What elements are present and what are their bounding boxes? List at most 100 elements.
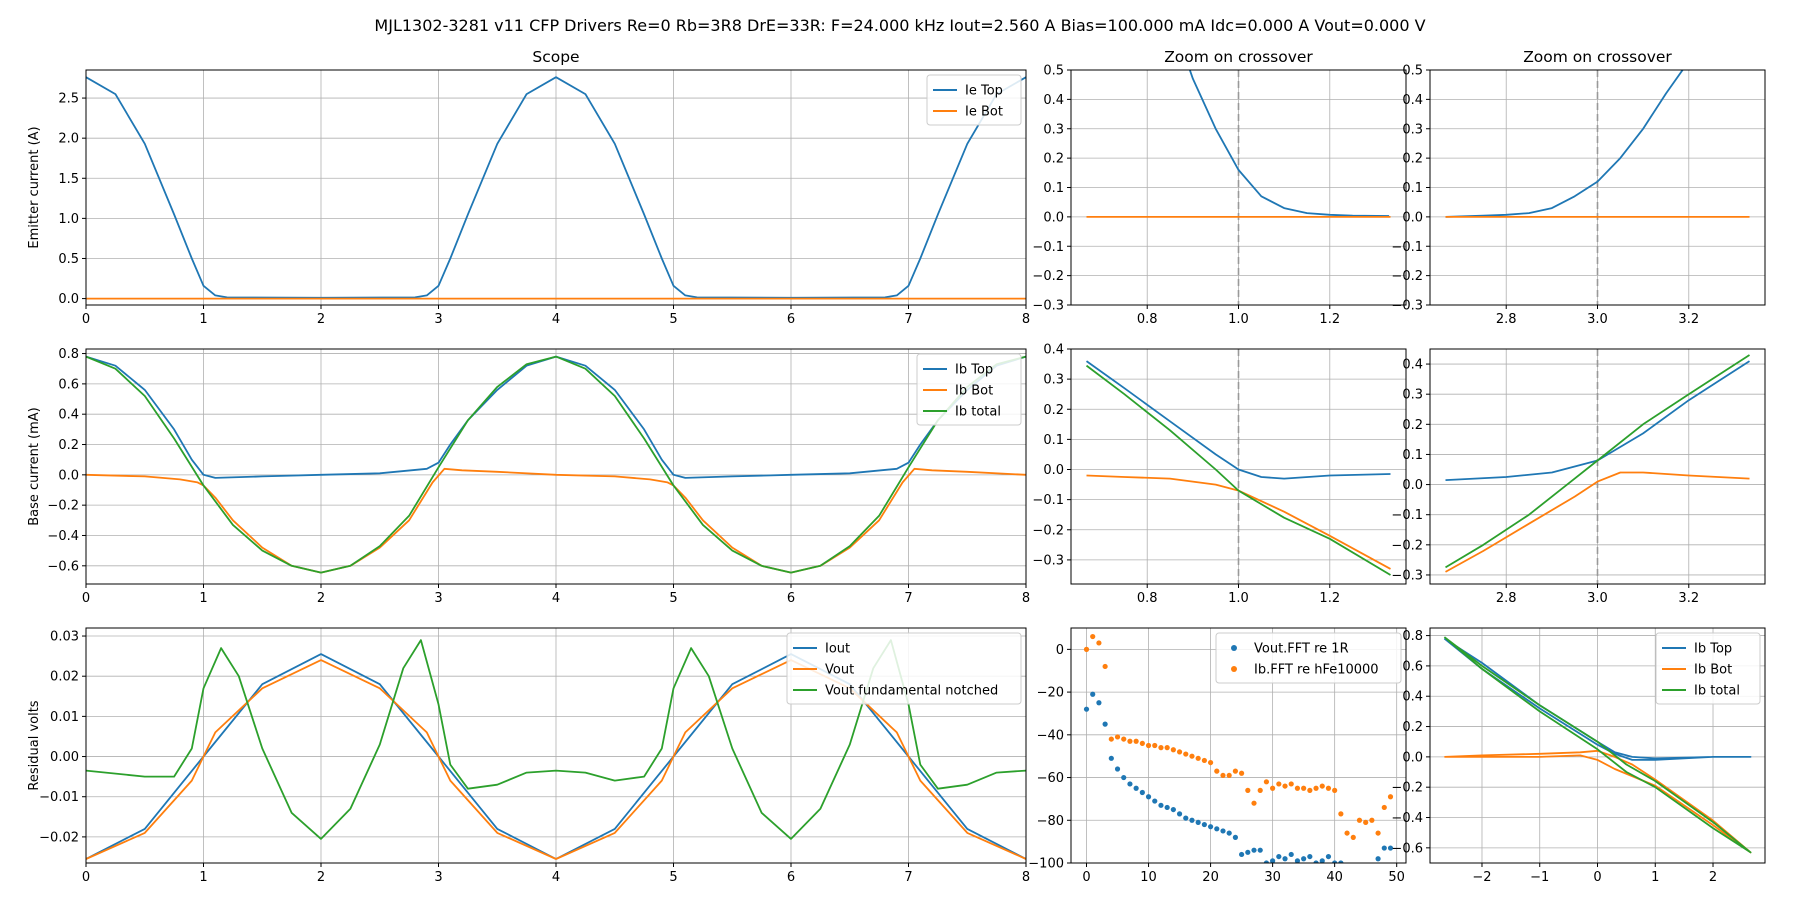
y-tick-label: 0.4 xyxy=(1402,690,1423,705)
x-tick-label: 3.0 xyxy=(1587,312,1608,327)
subplot-zoom-base-3: 2.8 3.0 3.2 −0.3 −0.2 −0.1 0.0 0.1 0.2 0.3 0.4 xyxy=(1391,348,1766,606)
y-tick-label: 0.0 xyxy=(1043,210,1064,225)
y-tick-label: −0.2 xyxy=(47,499,79,514)
series-point-1 xyxy=(1344,830,1350,836)
series-line-1 xyxy=(1086,474,1391,570)
series-point-1 xyxy=(1239,770,1245,776)
series-point-1 xyxy=(1176,749,1183,755)
x-tick-label: 2 xyxy=(317,870,325,885)
y-tick-label: 0.0 xyxy=(1402,750,1423,765)
series-point-0 xyxy=(1325,853,1332,860)
y-tick-label: 0.1 xyxy=(1402,181,1423,196)
x-tick-label: 0 xyxy=(1593,870,1601,885)
x-tick-label: 7 xyxy=(904,312,912,327)
x-tick-label: 0.8 xyxy=(1137,591,1158,606)
x-tick-label: 5 xyxy=(669,870,677,885)
series-point-0 xyxy=(1276,853,1282,860)
series-point-1 xyxy=(1108,736,1114,742)
legend-label: Vout fundamental notched xyxy=(825,684,998,699)
y-tick-label: 0.5 xyxy=(1043,64,1064,79)
figure-suptitle: MJL1302-3281 v11 CFP Drivers Re=0 Rb=3R8… xyxy=(374,16,1425,35)
series-point-1 xyxy=(1083,646,1090,652)
series-point-1 xyxy=(1195,755,1201,761)
y-tick-label: −0.6 xyxy=(1391,841,1423,856)
x-tick-label: −1 xyxy=(1530,870,1549,885)
legend-label: Vout xyxy=(825,663,854,678)
series-point-0 xyxy=(1313,860,1319,863)
legend: Vout.FFT re 1R Ib.FFT re hFe10000 xyxy=(1215,632,1402,684)
y-tick-label: 0.0 xyxy=(58,468,79,483)
series-point-1 xyxy=(1319,783,1325,789)
x-tick-label: 10 xyxy=(1140,870,1157,885)
series-point-1 xyxy=(1313,785,1319,791)
y-tick-label: 0.5 xyxy=(58,252,79,267)
x-tick-label: 0 xyxy=(82,591,90,606)
x-tick-label: 0.8 xyxy=(1137,312,1158,327)
subplot-title: Zoom on crossover xyxy=(1523,48,1672,66)
series-point-0 xyxy=(1096,700,1102,706)
y-tick-label: −0.1 xyxy=(1391,508,1423,523)
x-tick-label: 6 xyxy=(787,312,795,327)
plot-area xyxy=(86,76,1026,300)
series-point-0 xyxy=(1338,860,1344,863)
y-tick-label: 0.6 xyxy=(1402,659,1423,674)
x-tick-label: 2 xyxy=(1709,870,1717,885)
x-tick-label: 3.2 xyxy=(1678,312,1699,327)
y-tick-label: 0.0 xyxy=(1402,478,1423,493)
y-tick-label: 0.2 xyxy=(1402,720,1423,735)
y-tick-label: −0.2 xyxy=(1391,781,1423,796)
x-tick-label: 1 xyxy=(199,591,207,606)
plot-area xyxy=(86,355,1026,574)
y-tick-label: −0.2 xyxy=(1391,538,1423,553)
series-point-1 xyxy=(1387,794,1394,800)
series-point-0 xyxy=(1090,691,1096,697)
subplot-zoom-base-1: 0.8 1.0 1.2 −0.3 −0.2 −0.1 0.0 0.1 0.2 0.3 0.4 xyxy=(1032,343,1407,606)
series-point-1 xyxy=(1263,779,1270,785)
series-point-1 xyxy=(1270,785,1276,791)
legend-label: Ib Bot xyxy=(1694,663,1732,678)
axes-frame xyxy=(1070,627,1407,864)
legend-box xyxy=(1215,632,1402,684)
y-tick-label: 0.3 xyxy=(1402,122,1423,137)
x-tick-label: 1.0 xyxy=(1228,591,1249,606)
y-tick-label: 0.03 xyxy=(50,630,79,645)
legend-box xyxy=(1655,632,1761,705)
y-tick-label: −0.3 xyxy=(1391,568,1423,583)
series-point-1 xyxy=(1189,753,1195,759)
series-point-0 xyxy=(1257,847,1263,853)
series-point-1 xyxy=(1127,738,1133,744)
x-tick-label: 2 xyxy=(317,591,325,606)
series-point-0 xyxy=(1139,789,1145,796)
y-tick-label: 0.5 xyxy=(1402,64,1423,79)
y-tick-label: 0.01 xyxy=(50,710,79,725)
x-tick-label: 4 xyxy=(552,591,560,606)
series-line-0 xyxy=(1085,360,1391,480)
series-point-0 xyxy=(1145,794,1152,800)
series-point-0 xyxy=(1251,847,1257,853)
x-tick-label: 1.2 xyxy=(1319,591,1340,606)
series-point-0 xyxy=(1214,826,1220,832)
grid-lines xyxy=(85,70,1027,305)
y-tick-label: 0.0 xyxy=(1402,210,1423,225)
x-tick-label: 0 xyxy=(82,312,90,327)
series-point-0 xyxy=(1083,706,1090,712)
series-line-0 xyxy=(1188,70,1390,217)
y-tick-label: 0.4 xyxy=(1402,358,1423,373)
legend-box xyxy=(926,74,1022,126)
x-tick-label: 20 xyxy=(1202,870,1219,885)
legend-label: Ib.FFT re hFe10000 xyxy=(1254,663,1379,678)
x-tick-label: 3.0 xyxy=(1587,591,1608,606)
legend-label: Ib Bot xyxy=(955,384,993,399)
y-tick-label: −0.3 xyxy=(1032,299,1064,314)
series-point-1 xyxy=(1332,787,1338,793)
series-line-2 xyxy=(1445,354,1750,569)
series-line-1 xyxy=(86,467,1026,574)
subplot-title: Scope xyxy=(532,48,579,66)
series-point-0 xyxy=(1375,856,1381,862)
series-point-1 xyxy=(1201,757,1207,764)
legend: Ie Top Ie Bot xyxy=(926,74,1022,126)
series-point-0 xyxy=(1301,856,1307,862)
series-point-1 xyxy=(1096,640,1102,646)
y-tick-label: 0.6 xyxy=(58,377,79,392)
x-tick-label: 1 xyxy=(199,870,207,885)
